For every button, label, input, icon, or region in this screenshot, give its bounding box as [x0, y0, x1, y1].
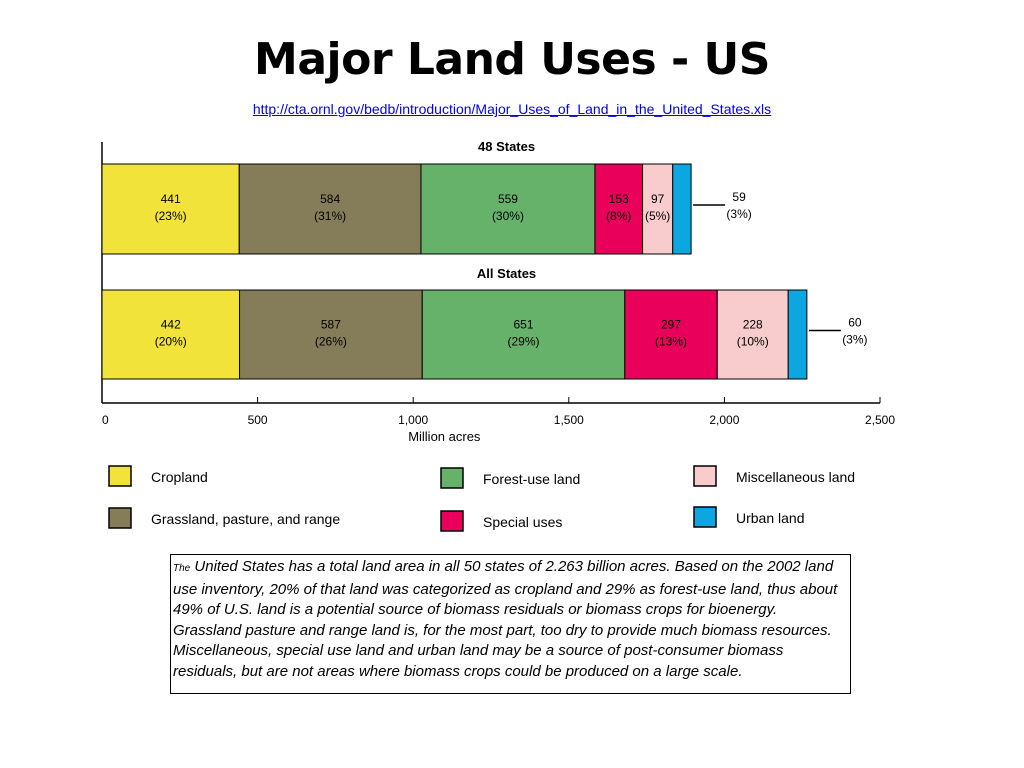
data-label-percent: (26%) — [315, 335, 347, 349]
data-label-percent: (30%) — [492, 209, 524, 223]
x-axis-label: Million acres — [408, 429, 481, 444]
caption-lead: The — [173, 563, 191, 574]
bar-segment-forest-use-land — [421, 289, 626, 380]
x-tick-label: 1,000 — [398, 413, 428, 427]
x-tick-label: 2,000 — [709, 413, 739, 427]
data-label-value: 60 — [848, 316, 862, 330]
caption-box: The United States has a total land area … — [170, 554, 851, 694]
bar-group-title: All States — [477, 266, 536, 281]
x-tick-label: 0 — [102, 413, 109, 427]
legend-label-cropland: Cropland — [151, 469, 208, 485]
legend-swatch-cropland — [108, 465, 132, 487]
data-label-value: 442 — [161, 318, 181, 332]
legend-swatch-special-uses — [440, 510, 464, 532]
source-link[interactable]: http://cta.ornl.gov/bedb/introduction/Ma… — [252, 101, 772, 117]
bar-segment-urban-land — [672, 163, 692, 255]
data-label-percent: (10%) — [737, 335, 769, 349]
x-tick-label: 2,500 — [865, 413, 895, 427]
x-tick-label: 500 — [248, 413, 268, 427]
data-label-percent: (13%) — [655, 335, 687, 349]
legend-label-forest-use-land: Forest-use land — [483, 471, 580, 487]
slide-title: Major Land Uses - US — [254, 34, 770, 85]
bar-segment-forest-use-land — [420, 163, 596, 255]
data-label-percent: (29%) — [508, 335, 540, 349]
bar-segment-special-uses — [624, 289, 718, 380]
data-label-percent: (20%) — [155, 335, 187, 349]
data-label-percent: (23%) — [155, 209, 187, 223]
caption-text: United States has a total land area in a… — [173, 558, 838, 680]
data-label-percent: (5%) — [645, 209, 670, 223]
bar-group-title: 48 States — [478, 139, 535, 154]
data-label-percent: (31%) — [314, 209, 346, 223]
legend-swatch-miscellaneous-land — [693, 465, 717, 487]
legend-swatch-forest-use-land — [440, 467, 464, 489]
legend-swatch-urban-land — [693, 506, 717, 528]
bar-segment-special-uses — [594, 163, 644, 255]
data-label-value: 297 — [661, 318, 681, 332]
legend-label-miscellaneous-land: Miscellaneous land — [736, 469, 855, 485]
x-tick-label: 1,500 — [554, 413, 584, 427]
data-label-percent: (3%) — [726, 207, 751, 221]
bar-segment-cropland — [101, 163, 240, 255]
bar-segment-miscellaneous-land — [642, 163, 674, 255]
data-label-value: 441 — [161, 192, 181, 206]
data-label-value: 59 — [732, 190, 746, 204]
data-label-value: 97 — [651, 192, 665, 206]
bar-segment-miscellaneous-land — [716, 289, 789, 380]
data-label-percent: (3%) — [842, 333, 867, 347]
bar-segment-cropland — [101, 289, 241, 380]
data-label-value: 587 — [321, 318, 341, 332]
legend-label-grassland-pasture-and-range: Grassland, pasture, and range — [151, 511, 340, 527]
data-label-value: 651 — [514, 318, 534, 332]
data-label-percent: (8%) — [606, 209, 631, 223]
data-label-value: 584 — [320, 192, 340, 206]
legend-label-urban-land: Urban land — [736, 510, 805, 526]
data-label-value: 153 — [609, 192, 629, 206]
data-label-value: 559 — [498, 192, 518, 206]
legend-label-special-uses: Special uses — [483, 514, 562, 530]
legend-swatch-grassland-pasture-and-range — [108, 507, 132, 529]
data-label-value: 228 — [743, 318, 763, 332]
bar-segment-grassland-pasture-and-range — [238, 163, 422, 255]
bar-segment-urban-land — [787, 289, 808, 380]
bar-segment-grassland-pasture-and-range — [239, 289, 423, 380]
